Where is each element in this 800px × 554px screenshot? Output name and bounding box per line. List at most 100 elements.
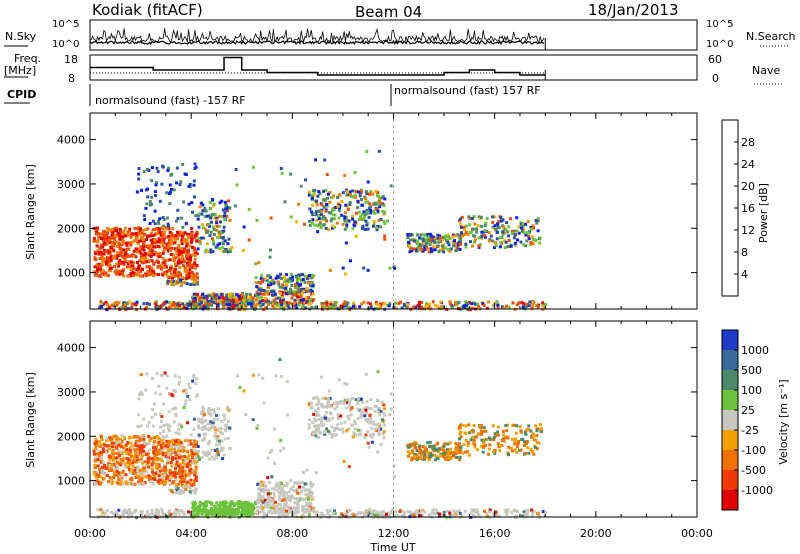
vel-cell	[218, 449, 222, 453]
power-cell	[333, 225, 336, 229]
power-cell	[312, 292, 315, 296]
power-cell	[100, 256, 104, 260]
power-cell	[192, 299, 196, 303]
power-cell	[98, 306, 102, 310]
vel-cell	[128, 446, 132, 450]
power-cell	[362, 266, 366, 270]
beam-title: Beam 04	[355, 3, 422, 21]
station-title: Kodiak (fitACF)	[92, 1, 203, 19]
vel-cell	[412, 513, 416, 517]
power-cell	[198, 296, 202, 300]
vel-cell	[189, 482, 193, 486]
noise-right-label: N.Search	[746, 30, 796, 43]
vel-cell	[139, 373, 143, 377]
vel-cell	[376, 513, 380, 517]
vel-cell	[163, 371, 167, 375]
vel-cell	[217, 453, 221, 457]
vel-cell	[147, 513, 151, 517]
power-cell	[362, 210, 366, 214]
vel-cell	[193, 449, 197, 453]
vel-cell	[345, 428, 349, 432]
vel-cell	[282, 490, 286, 494]
vel-cell	[124, 480, 128, 484]
vel-cell	[291, 496, 295, 500]
power-cell	[115, 262, 119, 266]
power-cell	[432, 241, 436, 245]
vel-cell	[246, 514, 250, 518]
vel-cell	[179, 441, 183, 445]
vel-cell	[475, 435, 479, 439]
power-cell	[183, 269, 187, 273]
vel-cell	[134, 441, 138, 445]
vel-cell	[262, 497, 266, 500]
power-cell	[429, 234, 433, 238]
vel-cell	[167, 439, 171, 443]
power-cell	[169, 242, 173, 246]
power-cell	[121, 255, 125, 259]
vel-cell	[123, 436, 126, 440]
vel-cell	[272, 487, 276, 491]
power-cell	[154, 251, 158, 254]
power-cell	[473, 238, 477, 242]
vel-cell	[205, 427, 209, 431]
vel-cell	[105, 437, 109, 441]
power-cell	[196, 217, 200, 221]
power-cell	[334, 302, 338, 306]
vel-cell	[129, 468, 133, 472]
vel-cell	[357, 396, 360, 400]
vel-cell	[304, 492, 308, 496]
power-cell	[122, 230, 126, 233]
vel-cell	[189, 478, 193, 482]
vel-cell	[186, 480, 190, 484]
power-cell	[110, 236, 114, 240]
vel-cell	[439, 447, 443, 451]
power-cell	[187, 233, 191, 237]
power-cell	[223, 214, 227, 218]
power-cell	[531, 300, 535, 304]
power-cell	[176, 302, 180, 306]
power-cell	[195, 252, 199, 256]
vel-cell	[140, 454, 144, 458]
vel-cell	[514, 431, 518, 435]
vel-cell	[104, 450, 108, 454]
power-cell	[302, 287, 306, 291]
vel-cell	[522, 510, 526, 514]
vel-cell	[368, 434, 372, 438]
power-cell	[150, 251, 154, 255]
power-cell	[154, 183, 158, 187]
power-cell	[221, 208, 225, 212]
vel-cell	[169, 444, 173, 448]
power-cell	[165, 216, 169, 220]
power-cell	[193, 300, 197, 304]
vel-cell	[326, 429, 330, 433]
power-cell	[487, 300, 491, 304]
vel-cell	[301, 514, 305, 517]
power-cell	[433, 303, 437, 307]
power-cell	[174, 234, 178, 238]
vel-cell	[131, 464, 135, 468]
vel-cell	[468, 431, 472, 435]
vel-cell	[266, 506, 270, 509]
power-cell	[269, 283, 273, 287]
power-cell	[372, 211, 376, 215]
power-cell	[409, 238, 412, 242]
vel-cell	[189, 442, 193, 446]
vel-cell	[160, 478, 164, 482]
power-cell	[180, 216, 184, 220]
vel-cell	[197, 511, 201, 514]
vel-cell	[317, 435, 321, 439]
vel-cell	[161, 511, 164, 515]
vel-cell	[188, 398, 192, 401]
vel-cell	[525, 514, 529, 518]
vel-cell	[184, 388, 188, 392]
power-cell	[303, 280, 307, 284]
power-cell	[440, 305, 444, 309]
power-cell	[305, 287, 309, 290]
vel-cell	[370, 510, 374, 514]
power-cell	[176, 235, 179, 239]
vel-cell	[226, 510, 230, 514]
power-cell	[183, 260, 186, 264]
power-cell	[142, 302, 146, 306]
vel-cell	[166, 457, 170, 461]
power-cell	[324, 209, 328, 213]
